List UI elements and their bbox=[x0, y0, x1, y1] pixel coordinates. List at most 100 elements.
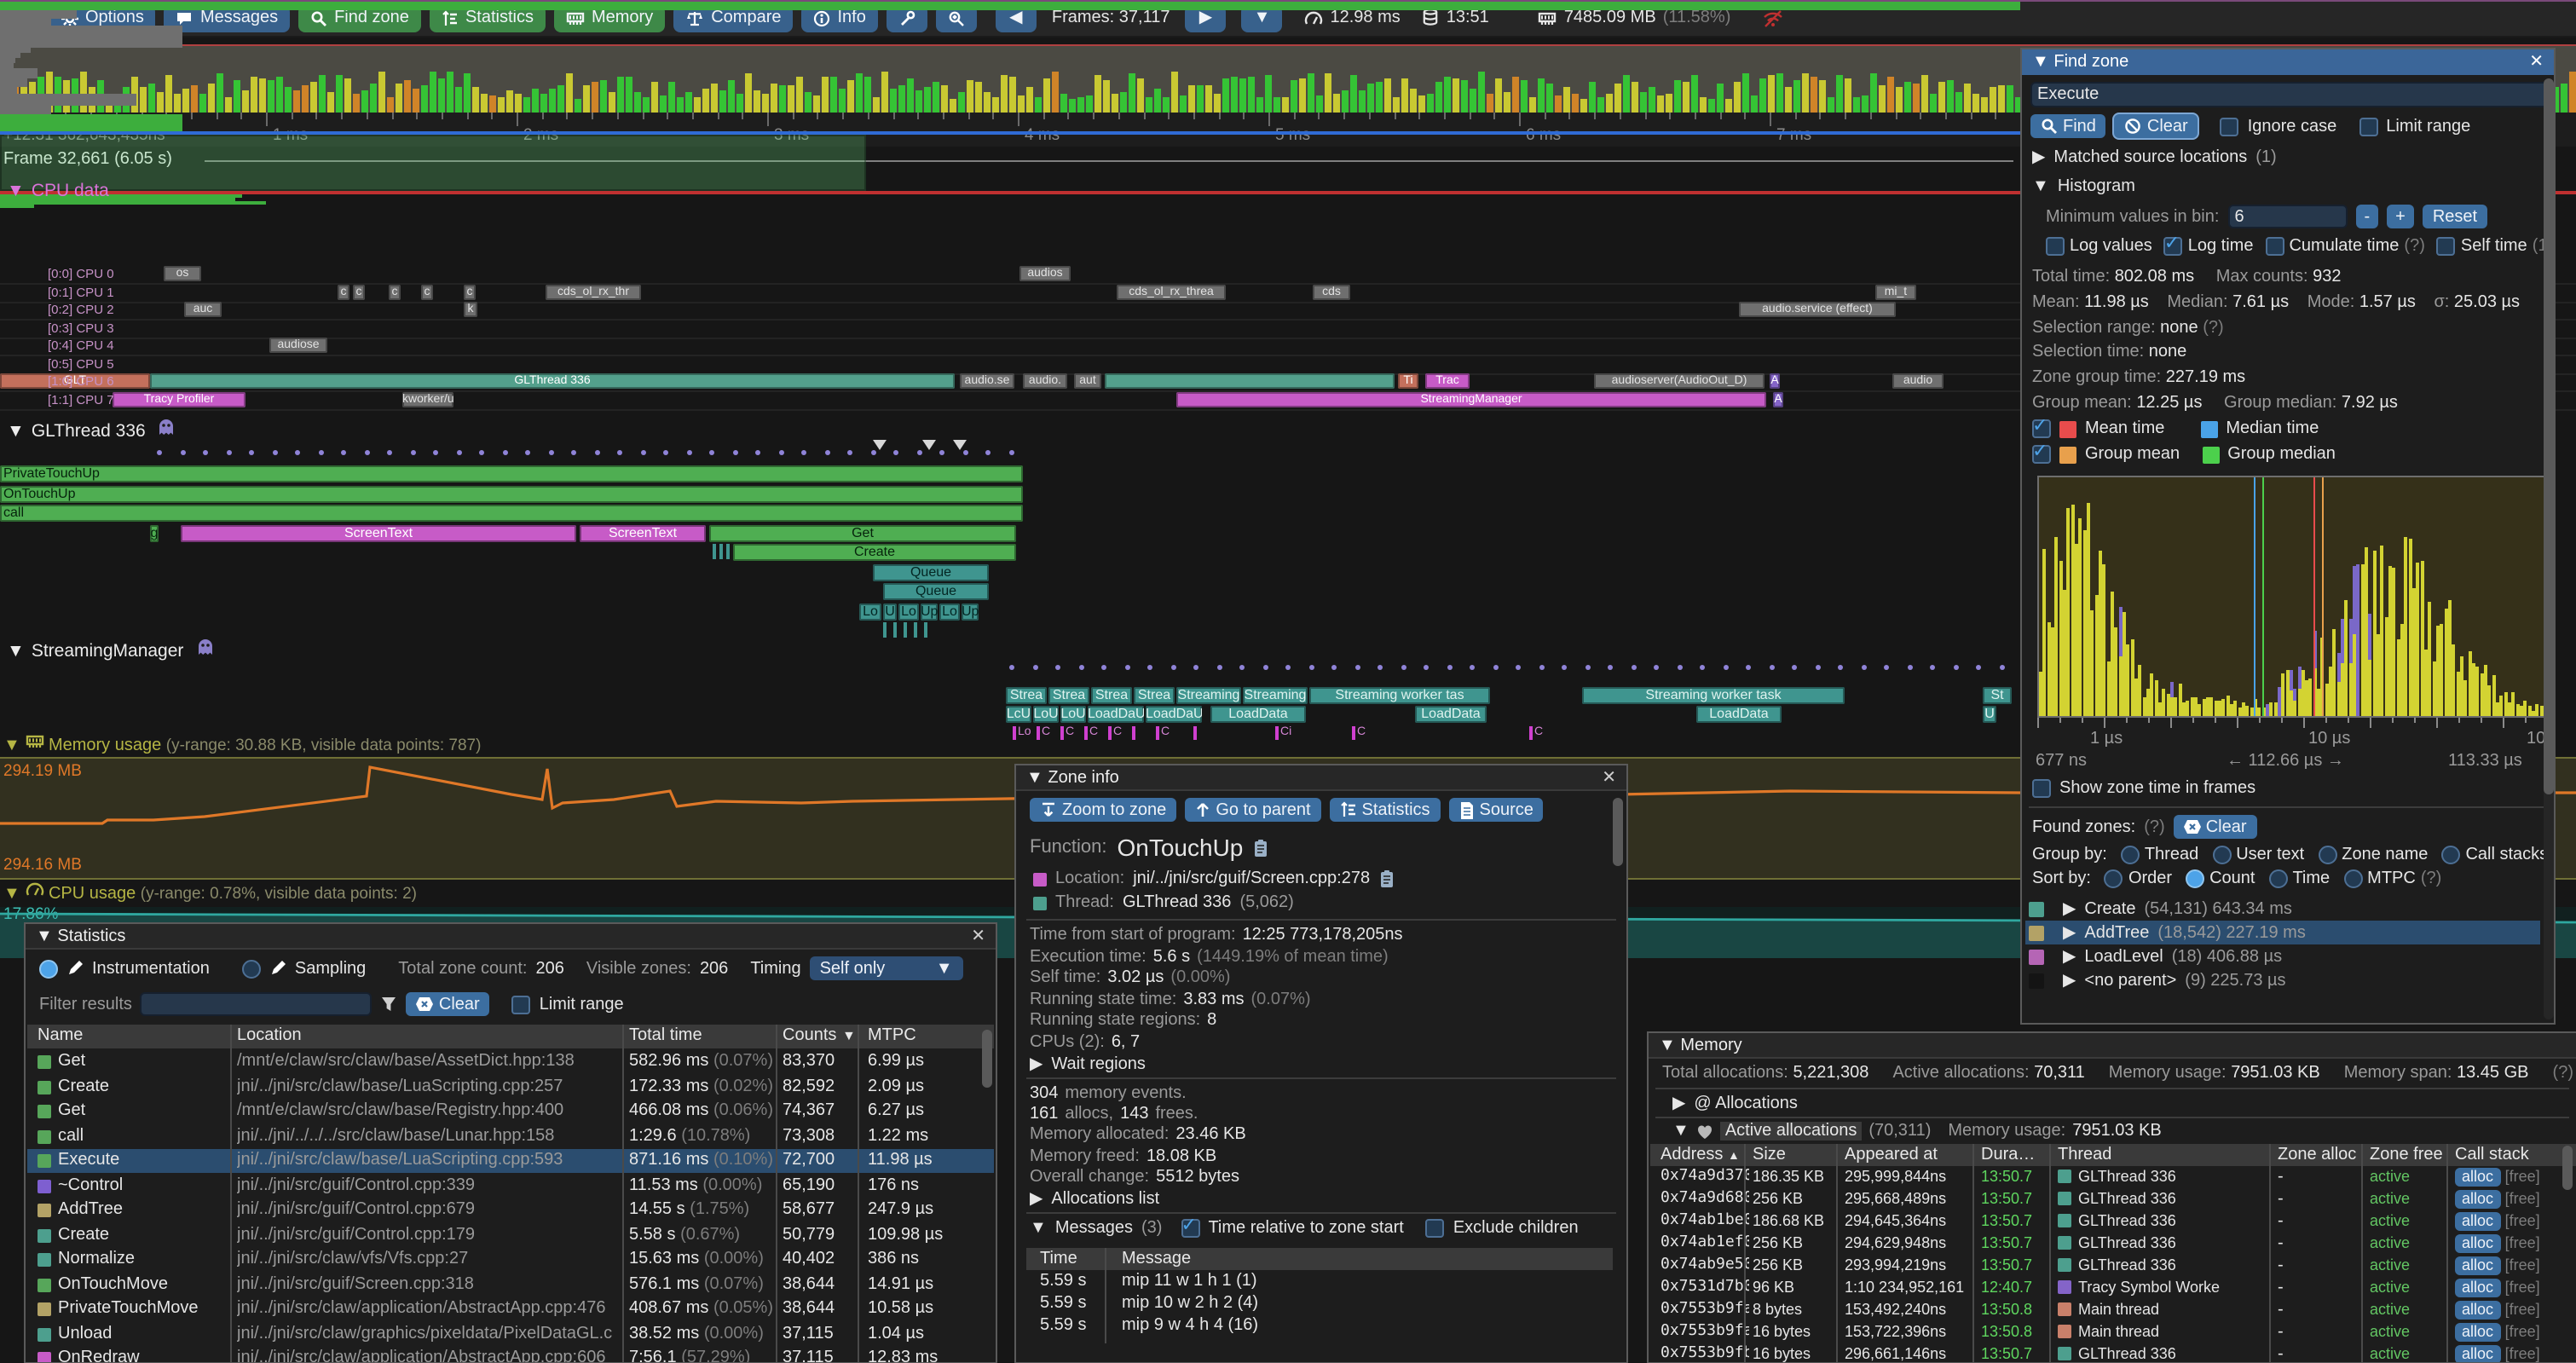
alloc-button[interactable]: alloc bbox=[2455, 1190, 2501, 1209]
gl-zone-privatetouchup[interactable]: PrivateTouchUp bbox=[0, 465, 1023, 482]
cpu-timeline-zone[interactable]: cds_ol_rx_thr bbox=[546, 284, 641, 299]
tools-button[interactable] bbox=[886, 4, 927, 32]
messages-row[interactable]: ▼Messages(3) Time relative to zone start… bbox=[1030, 1214, 1579, 1238]
statistics-scrollbar[interactable] bbox=[982, 1030, 992, 1088]
table-row[interactable]: ~Control jni/../jni/src/guif/Control.cpp:… bbox=[27, 1174, 994, 1198]
memory-column-header[interactable]: Zone free bbox=[2370, 1146, 2443, 1164]
gl-zone-ontouchup[interactable]: OnTouchUp bbox=[0, 485, 1023, 502]
cpu-timeline-zone[interactable] bbox=[1105, 373, 1395, 389]
cpu-timeline-zone[interactable]: os bbox=[164, 266, 201, 281]
table-row[interactable]: OnRedraw jni/../jni/src/claw/application/… bbox=[27, 1347, 994, 1362]
clipboard-icon[interactable] bbox=[1253, 838, 1268, 857]
toolbar-button-options[interactable]: Options bbox=[49, 4, 156, 32]
cpu-timeline-zone[interactable]: Tracy Profiler bbox=[113, 391, 245, 407]
cpu-timeline-zone[interactable]: audiose bbox=[269, 338, 327, 353]
cpu-timeline-zone[interactable]: c bbox=[464, 284, 476, 299]
self-time-checkbox[interactable] bbox=[2436, 237, 2456, 256]
cpu-timeline-zone[interactable]: GLT bbox=[0, 373, 150, 389]
find-button[interactable]: Find bbox=[2030, 114, 2106, 138]
alloc-button[interactable]: alloc bbox=[2455, 1256, 2501, 1275]
cpu-timeline-zone[interactable]: cds_ol_rx_threa bbox=[1117, 284, 1226, 299]
memory-column-header[interactable]: Thread bbox=[2058, 1146, 2112, 1164]
filter-clear-button[interactable]: Clear bbox=[406, 992, 490, 1016]
toolbar-button-memory[interactable]: Memory bbox=[553, 4, 666, 32]
table-row[interactable]: AddTree jni/../jni/src/guif/Control.cpp:6… bbox=[27, 1198, 994, 1222]
streaming-zone[interactable]: LoU bbox=[1060, 706, 1086, 723]
gl-zone[interactable]: Lo bbox=[859, 603, 881, 620]
cpu-timeline-zone[interactable]: k bbox=[464, 302, 477, 317]
relative-time-checkbox[interactable] bbox=[1181, 1214, 1200, 1238]
gl-zone[interactable]: Up bbox=[921, 603, 938, 620]
allocations-list-row[interactable]: ▶ Allocations list bbox=[1030, 1190, 1160, 1209]
statistics-titlebar[interactable]: ▼ Statistics ✕ bbox=[26, 924, 996, 950]
cpu-timeline-zone[interactable]: c bbox=[389, 284, 401, 299]
wait-regions-row[interactable]: ▶ Wait regions bbox=[1030, 1055, 1146, 1074]
gl-zone[interactable]: Queue bbox=[883, 583, 989, 600]
zoom-in-button[interactable] bbox=[935, 4, 977, 32]
cumulate-time-checkbox[interactable] bbox=[2265, 237, 2284, 256]
expand-icon[interactable]: ▶ bbox=[2063, 899, 2076, 918]
go-to-parent-button[interactable]: Go to parent bbox=[1185, 798, 1321, 822]
allocations-section-row[interactable]: ▶ @ Allocations bbox=[1672, 1094, 1798, 1113]
log-time-checkbox[interactable] bbox=[2163, 232, 2183, 256]
cpu-timeline-zone[interactable]: kworker/u bbox=[402, 391, 453, 407]
streaming-zone[interactable]: U bbox=[1983, 706, 1996, 723]
memory-column-header[interactable]: Call stack bbox=[2455, 1146, 2529, 1164]
sort-by-count-radio[interactable] bbox=[2186, 869, 2205, 888]
alloc-button[interactable]: alloc bbox=[2455, 1234, 2501, 1253]
table-row[interactable]: Execute jni/../jni/src/claw/base/LuaScrip… bbox=[27, 1149, 994, 1173]
cpu-timeline-zone[interactable]: audioserver(AudioOut_D) bbox=[1594, 373, 1765, 389]
streaming-zone[interactable]: LoadData bbox=[1415, 706, 1487, 723]
messages-table-header[interactable]: Time Message bbox=[1026, 1248, 1613, 1270]
group-by-thread-radio[interactable] bbox=[2120, 846, 2140, 864]
exclude-children-checkbox[interactable] bbox=[1425, 1219, 1445, 1238]
table-row[interactable]: 0x7553b9fa508 bytes 153,492,240ns 13:50.8 M… bbox=[1650, 1299, 2574, 1321]
alloc-button[interactable]: alloc bbox=[2455, 1301, 2501, 1320]
find-clear-button[interactable]: Clear bbox=[2114, 114, 2198, 138]
histogram-chart[interactable] bbox=[2037, 476, 2545, 718]
message-row[interactable]: 5.59 s mip 10 w 2 h 2 (4) bbox=[1026, 1292, 1613, 1314]
gl-zone[interactable]: ScreenText bbox=[580, 524, 706, 541]
close-icon[interactable]: ✕ bbox=[971, 927, 985, 946]
alloc-button[interactable]: alloc bbox=[2455, 1323, 2501, 1342]
expand-icon[interactable]: ▶ bbox=[2063, 971, 2076, 990]
sort-by-mtpc-radio[interactable] bbox=[2343, 869, 2363, 888]
table-row[interactable]: OnTouchMove jni/../jni/src/guif/Screen.cp… bbox=[27, 1273, 994, 1297]
instrumentation-radio[interactable] bbox=[39, 959, 58, 978]
cpu-graph-header[interactable]: ▼ CPU usage (y-range: 0.78%, visible dat… bbox=[3, 881, 417, 904]
table-row[interactable]: 0x74ab1be040186.68 KB 294,645,364ns 13:50.… bbox=[1650, 1210, 2574, 1233]
gl-zone[interactable]: Queue bbox=[873, 563, 989, 580]
streaming-zone[interactable]: LcU bbox=[1006, 706, 1031, 723]
prev-frame-button[interactable]: ◀ bbox=[995, 4, 1037, 32]
streaming-zone[interactable]: LoU bbox=[1033, 706, 1059, 723]
cpu-timeline-zone[interactable]: c bbox=[338, 284, 349, 299]
found-zone-group[interactable]: ▶ Create (54,131) 643.34 ms bbox=[2025, 897, 2540, 921]
table-row[interactable]: Get/mnt/e/claw/src/claw/base/AssetDict.h… bbox=[27, 1050, 994, 1074]
min-bin-input[interactable] bbox=[2227, 205, 2348, 228]
alloc-button[interactable]: alloc bbox=[2455, 1212, 2501, 1231]
cpu-timeline-zone[interactable]: audio. bbox=[1023, 373, 1067, 389]
memory-column-header[interactable]: Zone alloc bbox=[2278, 1146, 2357, 1164]
group-legend-checkbox[interactable] bbox=[2032, 440, 2051, 464]
find-zone-scroll-track[interactable] bbox=[2544, 78, 2554, 1019]
alloc-button[interactable]: alloc bbox=[2455, 1168, 2501, 1187]
cpu-timeline-zone[interactable]: Ti bbox=[1398, 373, 1418, 389]
table-row[interactable]: 0x7531d7b04096 KB 1:10 234,952,161 12:40.7… bbox=[1650, 1277, 2574, 1299]
streaming-zone[interactable]: LoadDaU bbox=[1146, 706, 1202, 723]
cpu-timeline-zone[interactable]: c bbox=[353, 284, 365, 299]
sort-by-order-radio[interactable] bbox=[2104, 869, 2123, 888]
group-by-zone-name-radio[interactable] bbox=[2318, 846, 2337, 864]
gl-zone[interactable]: Lo bbox=[898, 603, 919, 620]
memory-titlebar[interactable]: ▼ Memory bbox=[1649, 1033, 2576, 1059]
stats-limit-range-checkbox[interactable] bbox=[511, 995, 531, 1014]
memory-scrollbar[interactable] bbox=[2562, 1146, 2573, 1190]
log-values-checkbox[interactable] bbox=[2046, 237, 2065, 256]
streaming-zone[interactable]: Streaming bbox=[1176, 687, 1241, 704]
found-zone-group[interactable]: ▶ AddTree (18,542) 227.19 ms bbox=[2025, 921, 2540, 944]
gl-zone[interactable]: Up bbox=[962, 603, 979, 620]
min-bin-plus-button[interactable]: + bbox=[2387, 205, 2414, 228]
clipboard-icon[interactable] bbox=[1378, 869, 1394, 888]
toolbar-button-messages[interactable]: Messages bbox=[164, 4, 291, 32]
table-row[interactable]: 0x74a9d68040256 KB 295,668,489ns 13:50.7 GL… bbox=[1650, 1188, 2574, 1210]
streaming-zone[interactable]: Strea bbox=[1134, 687, 1175, 704]
